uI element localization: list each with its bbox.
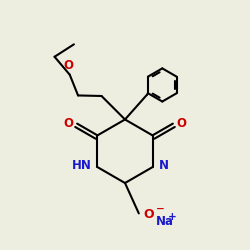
Text: HN: HN <box>72 159 92 172</box>
Text: O: O <box>176 117 186 130</box>
Text: +: + <box>168 212 176 222</box>
Text: −: − <box>156 204 165 214</box>
Text: N: N <box>158 159 168 172</box>
Text: O: O <box>63 59 73 72</box>
Text: O: O <box>143 208 154 221</box>
Text: Na: Na <box>156 215 174 228</box>
Text: O: O <box>64 117 74 130</box>
